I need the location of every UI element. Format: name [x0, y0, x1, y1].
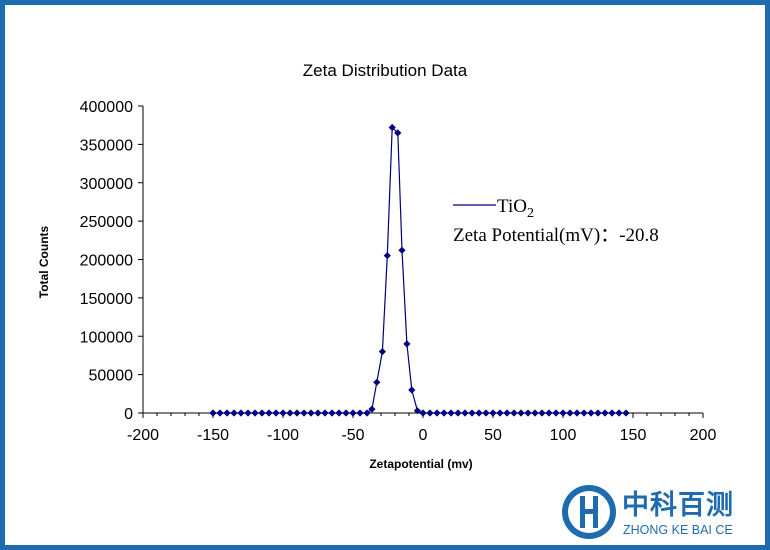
- data-point: [573, 409, 581, 417]
- data-point: [216, 409, 224, 417]
- data-point: [300, 409, 308, 417]
- data-point: [510, 409, 518, 417]
- data-point: [209, 409, 217, 417]
- data-point: [461, 409, 469, 417]
- y-tick-label: 300000: [80, 176, 133, 193]
- data-point: [475, 409, 483, 417]
- data-point: [531, 409, 539, 417]
- data-point: [559, 409, 567, 417]
- data-point: [307, 409, 315, 417]
- data-point: [383, 252, 391, 260]
- data-point: [580, 409, 588, 417]
- data-point: [419, 409, 427, 417]
- data-point: [335, 409, 343, 417]
- data-point: [244, 409, 252, 417]
- data-point: [363, 409, 371, 417]
- data-point: [433, 409, 441, 417]
- x-tick-label: 0: [419, 427, 428, 444]
- data-point: [258, 409, 266, 417]
- data-point: [408, 386, 416, 394]
- data-point: [426, 409, 434, 417]
- data-point: [587, 409, 595, 417]
- data-point: [237, 409, 245, 417]
- x-tick-label: -50: [341, 427, 364, 444]
- data-point: [286, 409, 294, 417]
- logo-english-text: ZHONG KE BAI CE: [623, 523, 733, 537]
- data-point: [440, 409, 448, 417]
- chart-title: Zeta Distribution Data: [303, 61, 468, 80]
- series-line-tio2: [213, 126, 626, 414]
- data-point: [251, 409, 259, 417]
- y-tick-label: 50000: [89, 368, 134, 385]
- data-point: [594, 409, 602, 417]
- data-point: [615, 409, 623, 417]
- data-point: [328, 409, 336, 417]
- data-point: [388, 123, 396, 132]
- data-point: [608, 409, 616, 417]
- x-tick-label: -100: [267, 427, 299, 444]
- y-tick-label: 250000: [80, 214, 133, 231]
- logo-chinese-text: 中科百测: [622, 490, 734, 521]
- data-point: [272, 409, 280, 417]
- data-point: [349, 409, 357, 417]
- y-tick-label: 0: [124, 406, 133, 423]
- data-point: [447, 409, 455, 417]
- x-tick-label: 200: [690, 427, 717, 444]
- x-axis-label: Zetapotential (mv): [369, 457, 472, 471]
- data-point: [293, 409, 301, 417]
- data-point: [489, 409, 497, 417]
- data-point: [524, 409, 532, 417]
- data-point: [413, 407, 421, 415]
- data-point: [373, 378, 381, 386]
- data-point: [552, 409, 560, 417]
- data-point: [378, 348, 386, 356]
- x-tick-label: 100: [550, 427, 577, 444]
- data-point: [265, 409, 273, 417]
- y-axis-label: Total Counts: [37, 225, 51, 298]
- y-tick-label: 100000: [80, 329, 133, 346]
- x-tick-label: 150: [620, 427, 647, 444]
- y-tick-label: 400000: [80, 99, 133, 116]
- x-tick-label: -200: [127, 427, 159, 444]
- data-point: [368, 405, 376, 413]
- data-point: [454, 409, 462, 417]
- data-point: [230, 409, 238, 417]
- data-point: [342, 409, 350, 417]
- data-point: [403, 340, 411, 348]
- data-point: [394, 129, 402, 137]
- logo-icon: [562, 485, 616, 539]
- y-tick-label: 200000: [80, 253, 133, 270]
- x-tick-label: -150: [197, 427, 229, 444]
- x-tick-label: 50: [484, 427, 502, 444]
- data-point: [398, 246, 406, 254]
- data-point: [566, 409, 574, 417]
- data-point: [622, 409, 630, 417]
- legend-series-label: TiO2: [497, 196, 534, 221]
- data-point: [279, 409, 287, 417]
- data-point: [503, 409, 511, 417]
- data-point: [356, 409, 364, 417]
- y-tick-label: 150000: [80, 291, 133, 308]
- legend: TiO2 Zeta Potential(mV)：-20.8: [453, 196, 659, 246]
- data-point: [482, 409, 490, 417]
- data-point: [223, 409, 231, 417]
- data-point: [321, 409, 329, 417]
- data-point: [496, 409, 504, 417]
- y-tick-label: 350000: [80, 137, 133, 154]
- logo: 中科百测 ZHONG KE BAI CE: [562, 485, 734, 539]
- data-point: [517, 409, 525, 417]
- data-point: [545, 409, 553, 417]
- zeta-potential-annotation: Zeta Potential(mV)：-20.8: [453, 225, 659, 246]
- data-point: [468, 409, 476, 417]
- data-point: [538, 409, 546, 417]
- data-point: [601, 409, 609, 417]
- data-point: [314, 409, 322, 417]
